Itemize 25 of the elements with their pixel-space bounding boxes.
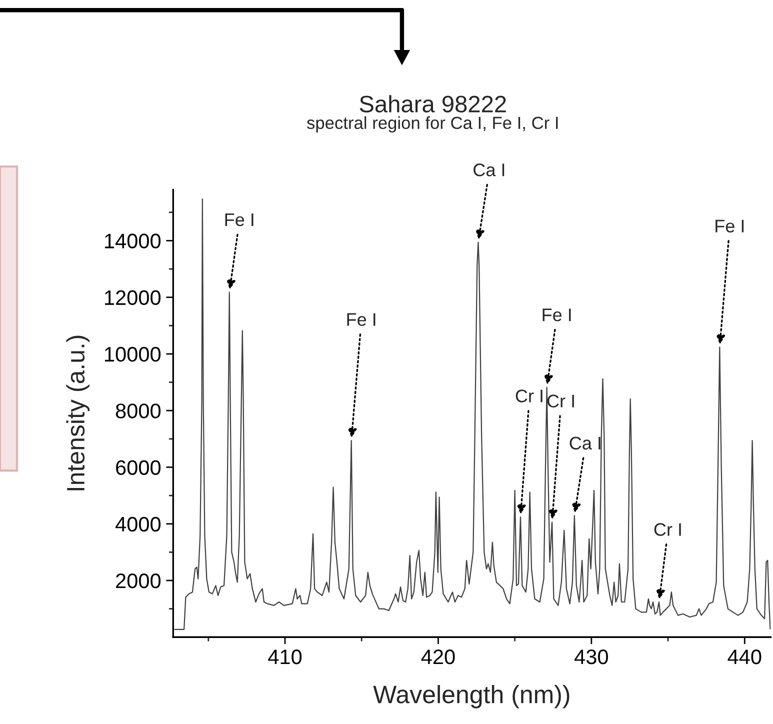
annotation: Ca I — [570, 436, 600, 450]
y-tick-label: 6000 — [116, 460, 161, 475]
annotation: Fe I — [347, 313, 376, 326]
line-series — [174, 198, 771, 630]
annotation: Cr I — [654, 523, 681, 536]
y-tick-label: 12000 — [105, 290, 161, 306]
y-tick-label: 8000 — [116, 404, 161, 418]
chart-subtitle: spectral region for Ca I, Fe I, Cr I — [306, 116, 558, 132]
y-tick-label: 4000 — [115, 516, 161, 532]
annotation: Cr I — [516, 390, 542, 402]
x-tick-label: 440 — [728, 649, 762, 664]
x-tick-label: 410 — [268, 649, 302, 664]
annotation: Ca I — [474, 164, 504, 176]
annotation: Cr I — [547, 394, 574, 408]
y-tick-label: 14000 — [105, 234, 161, 248]
x-axis-title: Wavelength (nm)) — [373, 685, 570, 708]
annotation: Fe I — [225, 214, 254, 226]
x-tick-label: 420 — [421, 649, 455, 664]
y-tick-label: 2000 — [116, 573, 161, 588]
annotation: Fe I — [542, 308, 571, 322]
annotation: Fe I — [716, 220, 744, 232]
y-axis-title: Intensity (a.u.) — [66, 336, 90, 490]
y-tick-label: 10000 — [105, 346, 161, 362]
chart-title: Sahara 98222 — [360, 95, 506, 112]
x-tick-label: 430 — [574, 649, 608, 664]
